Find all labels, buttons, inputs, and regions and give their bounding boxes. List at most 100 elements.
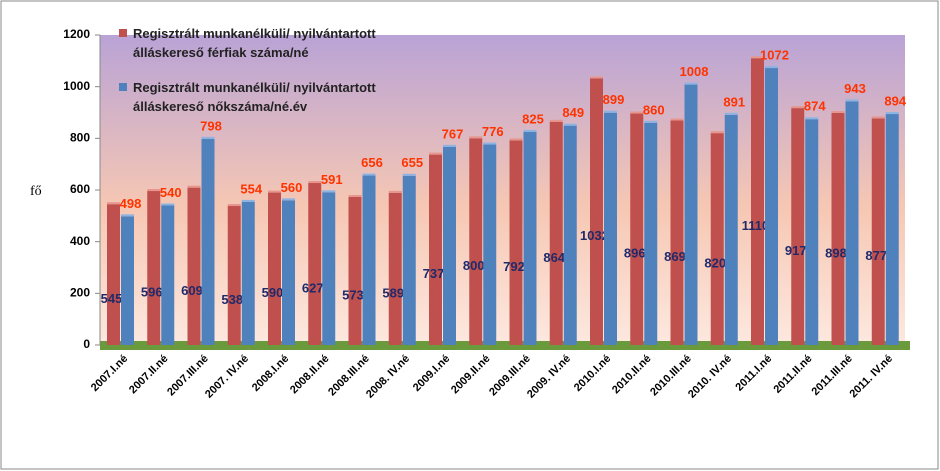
bar-top [402,173,416,176]
bar-top [469,136,483,139]
value-label: 825 [522,111,544,126]
y-axis-label: fő [30,184,42,199]
bar-top [831,111,845,114]
bar-top [751,56,764,59]
legend-label: Regisztrált munkanélküli/ nyilvántartott… [133,80,376,114]
value-label: 877 [865,248,887,263]
bar-top [121,214,134,217]
bar [724,114,738,345]
legend-swatch [119,29,127,37]
value-label: 943 [844,81,866,96]
value-label: 596 [141,284,163,299]
bar [107,204,120,345]
bar-top [590,76,603,79]
y-tick-label: 1000 [63,79,90,93]
value-label: 554 [240,181,262,196]
bar-top [670,118,684,121]
bar [765,68,778,346]
bar-top [187,185,201,188]
bar [831,113,845,346]
bar-top [563,123,577,126]
bar-top [322,190,336,193]
value-label: 1032 [580,228,609,243]
bar-top [845,99,859,102]
bar-top [710,131,724,134]
bar [590,78,603,346]
bar [684,84,698,345]
bar-top [885,112,899,115]
bar-top [241,199,255,202]
bar [161,205,175,345]
y-tick-label: 200 [70,286,90,300]
legend-entry: Regisztrált munkanélküli/ nyilvántartott… [119,24,423,62]
value-label: 894 [884,93,906,108]
bar-top [268,190,281,193]
bar-top [282,198,295,201]
bar [348,196,362,345]
bar-top [765,66,778,69]
value-label: 1072 [760,48,789,63]
bar-top [724,112,738,115]
value-label: 656 [361,155,383,170]
bar [805,119,819,345]
value-label: 1110 [742,218,770,233]
bar-top [549,119,563,122]
bar-top [362,173,376,176]
bar-top [509,138,523,141]
value-label: 560 [281,180,303,195]
value-label: 1008 [680,64,709,79]
bar-top [348,194,362,197]
bar [710,133,724,345]
bar-top [308,181,322,184]
y-tick-label: 800 [70,131,90,145]
bar [187,187,201,345]
bar [443,146,456,345]
bar [201,138,215,345]
value-label: 917 [785,243,807,258]
value-label: 627 [302,280,324,295]
value-label: 573 [342,287,364,302]
bar [268,192,281,345]
bar-top [107,202,120,205]
bar [751,58,764,345]
bar [509,140,523,345]
value-label: 798 [200,118,222,133]
bar [241,201,255,345]
bar [469,138,483,345]
value-label: 896 [624,246,646,261]
bar [429,154,442,345]
bar [483,144,497,345]
bar [549,121,563,345]
value-label: 792 [503,259,525,274]
value-label: 860 [643,102,665,117]
bar [322,192,336,345]
bar-top [227,204,241,207]
bar [885,114,899,345]
bar [871,118,885,345]
bar [227,206,241,345]
bar [402,175,416,345]
bar [388,192,402,345]
value-label: 864 [543,250,565,265]
bar-top [443,144,456,147]
value-label: 869 [664,249,686,264]
bar [282,200,295,345]
value-label: 874 [804,99,826,114]
bar-top [604,110,617,113]
bar [791,108,805,345]
bar [523,131,537,345]
value-label: 891 [723,94,745,109]
bar [845,101,859,346]
value-label: 498 [120,196,142,211]
legend-entry: Regisztrált munkanélküli/ nyilvántartott… [119,78,423,116]
bar-top [871,116,885,119]
bar-top [147,189,161,192]
bar-top [483,142,497,145]
bar-top [161,203,175,206]
value-label: 776 [482,124,504,139]
bar [147,191,161,345]
y-tick-label: 600 [70,182,90,196]
floor [100,341,910,350]
